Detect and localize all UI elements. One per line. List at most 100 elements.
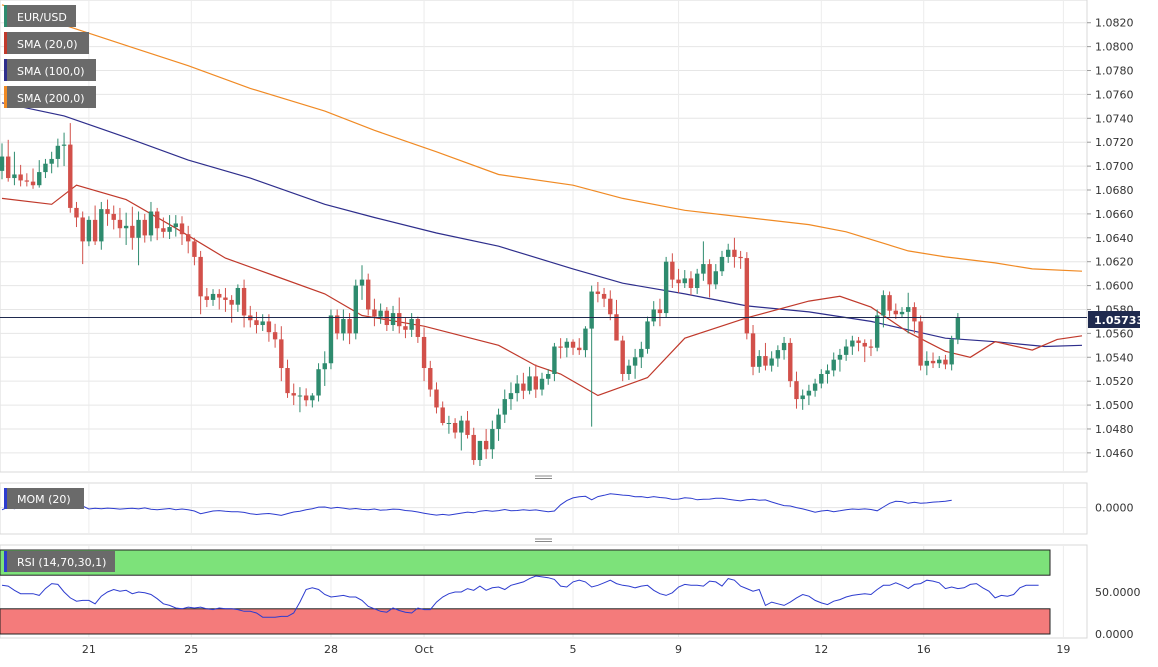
candle[interactable] xyxy=(924,351,930,376)
candle[interactable] xyxy=(831,352,836,377)
candle[interactable] xyxy=(651,301,656,327)
candle[interactable] xyxy=(589,285,594,427)
candle[interactable] xyxy=(434,382,439,414)
candle[interactable] xyxy=(186,225,191,254)
candle[interactable] xyxy=(415,316,421,343)
candle[interactable] xyxy=(955,313,961,345)
candle[interactable] xyxy=(850,335,855,355)
candle[interactable] xyxy=(514,375,520,402)
candle[interactable] xyxy=(378,303,383,324)
candle[interactable] xyxy=(92,205,98,245)
candle[interactable] xyxy=(105,199,110,226)
candle[interactable] xyxy=(583,326,588,358)
candle[interactable] xyxy=(564,338,570,358)
candle[interactable] xyxy=(446,415,452,434)
candle[interactable] xyxy=(608,290,613,321)
candle[interactable] xyxy=(6,139,11,182)
candle[interactable] xyxy=(279,326,284,382)
candle[interactable] xyxy=(682,270,687,288)
candle[interactable] xyxy=(347,313,352,345)
candle[interactable] xyxy=(887,291,892,317)
candle[interactable] xyxy=(49,151,54,174)
candle[interactable] xyxy=(918,315,923,371)
candle[interactable] xyxy=(272,323,278,348)
candle[interactable] xyxy=(241,279,247,328)
candle[interactable] xyxy=(229,295,234,323)
candle[interactable] xyxy=(74,201,79,228)
candle[interactable] xyxy=(372,298,377,327)
candle[interactable] xyxy=(663,256,669,318)
candle[interactable] xyxy=(825,364,830,384)
candle[interactable] xyxy=(61,132,67,167)
candle[interactable] xyxy=(496,408,501,441)
candle[interactable] xyxy=(558,338,563,359)
candle[interactable] xyxy=(881,290,886,328)
candle[interactable] xyxy=(0,143,5,180)
candle[interactable] xyxy=(837,348,843,372)
candle[interactable] xyxy=(570,339,576,355)
candle[interactable] xyxy=(465,411,470,439)
candle[interactable] xyxy=(639,341,644,369)
candle[interactable] xyxy=(521,372,526,400)
candle[interactable] xyxy=(719,250,725,277)
candle[interactable] xyxy=(763,342,768,371)
candle[interactable] xyxy=(328,309,334,370)
candle[interactable] xyxy=(316,363,321,402)
candle[interactable] xyxy=(490,420,495,459)
candle[interactable] xyxy=(701,241,706,281)
candle[interactable] xyxy=(906,292,911,334)
candle[interactable] xyxy=(217,289,222,310)
candle[interactable] xyxy=(297,387,303,413)
momentum-panel[interactable] xyxy=(0,482,1088,535)
candle[interactable] xyxy=(676,268,681,293)
candle[interactable] xyxy=(930,352,936,369)
candle[interactable] xyxy=(552,342,557,382)
candle[interactable] xyxy=(440,401,445,426)
candle[interactable] xyxy=(403,317,408,339)
candle[interactable] xyxy=(123,212,129,245)
candle[interactable] xyxy=(397,297,402,334)
candle[interactable] xyxy=(55,138,61,168)
candle[interactable] xyxy=(738,250,743,269)
candle[interactable] xyxy=(148,201,154,242)
candle[interactable] xyxy=(24,173,30,187)
candle[interactable] xyxy=(539,372,545,396)
candle[interactable] xyxy=(341,309,346,341)
candle[interactable] xyxy=(812,378,818,397)
candle[interactable] xyxy=(601,287,607,308)
candle[interactable] xyxy=(30,168,36,189)
candle[interactable] xyxy=(694,268,700,294)
candle[interactable] xyxy=(868,339,874,357)
candle[interactable] xyxy=(856,336,861,352)
candle[interactable] xyxy=(421,327,427,382)
candle[interactable] xyxy=(800,389,805,410)
candle[interactable] xyxy=(353,279,358,340)
candle[interactable] xyxy=(614,299,619,341)
candle[interactable] xyxy=(161,217,166,238)
candle[interactable] xyxy=(750,325,756,376)
candle[interactable] xyxy=(452,418,458,439)
candle[interactable] xyxy=(949,335,954,371)
candle[interactable] xyxy=(68,123,73,213)
candle[interactable] xyxy=(204,287,210,308)
candle[interactable] xyxy=(726,243,731,263)
candle[interactable] xyxy=(632,348,638,379)
candle[interactable] xyxy=(43,158,48,179)
candle[interactable] xyxy=(428,360,433,397)
panel-splitter-1[interactable] xyxy=(535,475,552,479)
candle[interactable] xyxy=(707,259,712,298)
legend-sma20[interactable]: SMA (20,0) xyxy=(4,32,89,54)
price-panel[interactable] xyxy=(0,0,1088,473)
candle[interactable] xyxy=(111,205,116,230)
candle[interactable] xyxy=(154,207,160,241)
candle[interactable] xyxy=(86,216,92,247)
candle[interactable] xyxy=(533,364,538,398)
candle[interactable] xyxy=(775,345,781,367)
candle[interactable] xyxy=(781,336,787,360)
candle[interactable] xyxy=(657,298,663,327)
legend-sma100[interactable]: SMA (100,0) xyxy=(4,59,96,81)
candle[interactable] xyxy=(527,366,532,395)
candle[interactable] xyxy=(223,287,228,312)
candle[interactable] xyxy=(769,351,774,372)
